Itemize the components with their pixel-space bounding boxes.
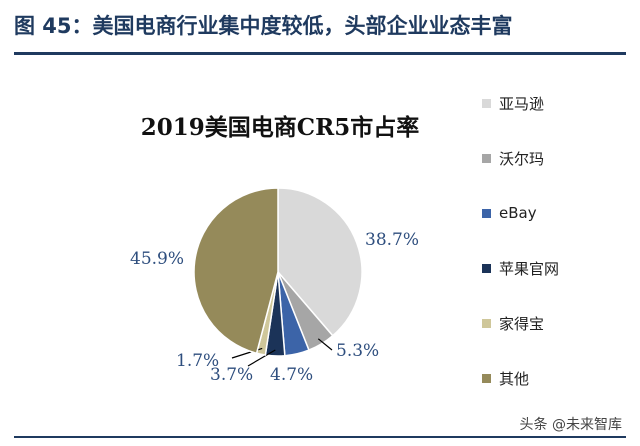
legend-swatch: [482, 263, 491, 273]
leader-line-apple: [247, 349, 276, 367]
legend-item-other: 其他: [482, 367, 529, 389]
data-label-apple: 3.7%: [210, 365, 253, 385]
data-label-other: 45.9%: [130, 249, 184, 269]
legend-swatch: [482, 373, 491, 383]
leader-line-walmart: [317, 338, 333, 351]
legend-swatch: [482, 98, 491, 108]
legend-label: 其他: [499, 369, 530, 388]
figure-title: 图 45：美国电商行业集中度较低，头部企业业态丰富: [14, 14, 513, 38]
legend-label: 沃尔玛: [499, 149, 545, 168]
legend-label: 亚马逊: [499, 94, 545, 113]
watermark: 头条 @未来智库: [519, 417, 622, 433]
data-label-walmart: 5.3%: [336, 341, 379, 361]
pie-slice-other: [193, 187, 279, 355]
legend-swatch: [482, 318, 491, 328]
legend-item-walmart: 沃尔玛: [482, 147, 544, 169]
legend-label: eBay: [499, 204, 537, 222]
chart-title: 2019美国电商CR5市占率: [140, 114, 420, 141]
figure-header: 图 45：美国电商行业集中度较低，头部企业业态丰富: [0, 0, 640, 52]
legend-item-homedepot: 家得宝: [482, 312, 544, 334]
legend-label: 家得宝: [499, 314, 545, 333]
header-divider: [14, 52, 626, 55]
data-label-ebay: 4.7%: [270, 365, 313, 385]
legend-swatch: [482, 208, 491, 218]
legend-item-amazon: 亚马逊: [482, 92, 544, 114]
data-label-amazon: 38.7%: [365, 230, 419, 250]
legend-item-apple: 苹果官网: [482, 257, 559, 279]
legend-item-ebay: eBay: [482, 202, 537, 224]
pie-slice-amazon: [277, 187, 363, 337]
data-label-homedepot: 1.7%: [176, 351, 219, 371]
bottom-divider: [14, 436, 626, 438]
legend-swatch: [482, 153, 491, 163]
legend-label: 苹果官网: [499, 259, 560, 278]
